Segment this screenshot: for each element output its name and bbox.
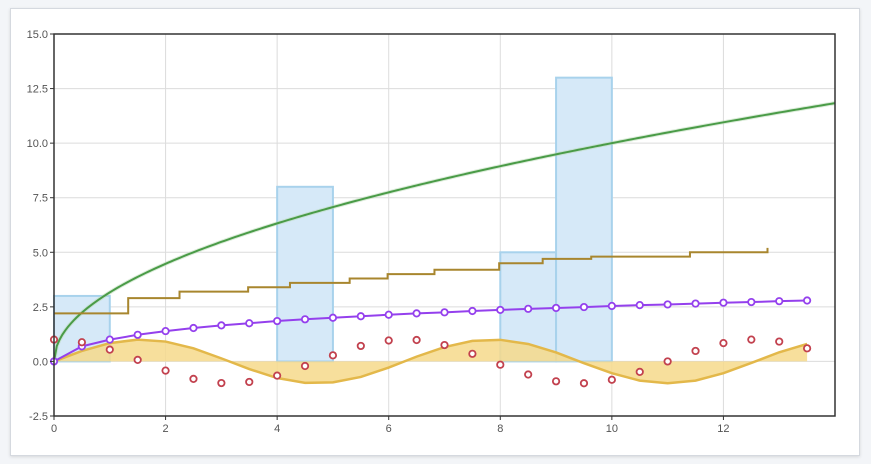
log-line-marker (412, 309, 421, 318)
log-line-marker (468, 306, 477, 316)
x-tick-label: 10 (606, 423, 618, 435)
scatter-point (551, 377, 561, 386)
y-tick-label: 10.0 (27, 138, 48, 150)
log-line-marker (328, 313, 338, 322)
scatter-point (468, 349, 477, 358)
log-line-marker (217, 321, 226, 330)
log-line-marker (607, 301, 616, 311)
scatter-point (496, 360, 505, 369)
scatter-point (440, 340, 449, 350)
log-line-marker (440, 308, 449, 317)
log-line-marker (189, 323, 198, 333)
scatter-point (300, 361, 310, 371)
log-line-marker (635, 301, 644, 310)
y-tick-label: 5.0 (33, 247, 48, 259)
log-line-marker (300, 315, 310, 324)
scatter-point (77, 338, 86, 347)
bar (276, 185, 334, 363)
log-line-marker (133, 330, 142, 339)
scatter-point (273, 371, 282, 380)
x-tick-label: 12 (717, 423, 729, 435)
log-line-marker (747, 297, 756, 307)
log-line-marker (551, 303, 561, 313)
scatter-point (775, 337, 784, 346)
scatter-point (105, 345, 114, 354)
scatter-point (524, 370, 533, 379)
scatter-point (384, 336, 393, 345)
log-line-marker (691, 299, 700, 308)
x-tick-label: 0 (51, 423, 57, 435)
axes (53, 33, 836, 417)
log-line-marker (384, 310, 393, 319)
scatter-point (133, 355, 142, 365)
sine-area-line (53, 338, 808, 385)
log-line-marker (803, 296, 812, 305)
log-line-marker (579, 302, 589, 312)
scatter-point (607, 375, 616, 384)
x-tick-label: 2 (163, 423, 169, 435)
log-line-marker (273, 316, 282, 326)
scatter-point (161, 366, 170, 375)
scatter-point (217, 378, 226, 388)
bar-series (53, 76, 613, 363)
scatter-point (747, 335, 756, 344)
sqrt-line (53, 102, 836, 362)
y-tick-label: 0.0 (33, 356, 48, 368)
scatter-point (579, 379, 589, 388)
y-tick-label: 7.5 (33, 193, 48, 205)
bar (555, 76, 613, 363)
y-tick-label: 12.5 (27, 84, 48, 96)
log-line-marker (663, 300, 672, 309)
scatter-point (691, 346, 700, 356)
log-line-marker (524, 304, 533, 313)
y-tick-label: 15.0 (27, 29, 48, 41)
scatter-point (635, 367, 644, 377)
plot-frame (53, 33, 836, 417)
log-line-marker (245, 319, 254, 328)
scatter-point (356, 341, 365, 351)
x-axis-ticks: 0 2 4 6 8 10 12 (51, 416, 730, 435)
log-line-marker (356, 312, 365, 321)
log-line (53, 299, 808, 363)
x-tick-label: 8 (497, 423, 503, 435)
scatter-point (328, 351, 338, 360)
scatter-series (49, 296, 812, 388)
log-line-marker (105, 335, 114, 344)
line-series (52, 101, 836, 363)
x-tick-label: 6 (386, 423, 392, 435)
scatter-point (189, 374, 198, 383)
scatter-point (719, 338, 728, 348)
log-line-marker (775, 297, 784, 306)
x-tick-label: 4 (274, 423, 280, 435)
y-tick-label: 2.5 (33, 302, 48, 314)
scatter-point (245, 377, 254, 387)
log-line-marker (161, 326, 170, 336)
sine-area-series (53, 338, 808, 385)
log-line-marker (719, 298, 728, 307)
scatter-point (663, 357, 672, 366)
sine-area-fill (54, 339, 808, 384)
y-axis-ticks: -2.5 0.0 2.5 5.0 7.5 10.0 12.5 15.0 (27, 29, 54, 423)
step-line (54, 247, 769, 315)
scatter-point (412, 335, 421, 345)
log-line-marker (496, 305, 505, 315)
y-tick-label: -2.5 (29, 411, 48, 423)
scatter-point (803, 344, 812, 353)
